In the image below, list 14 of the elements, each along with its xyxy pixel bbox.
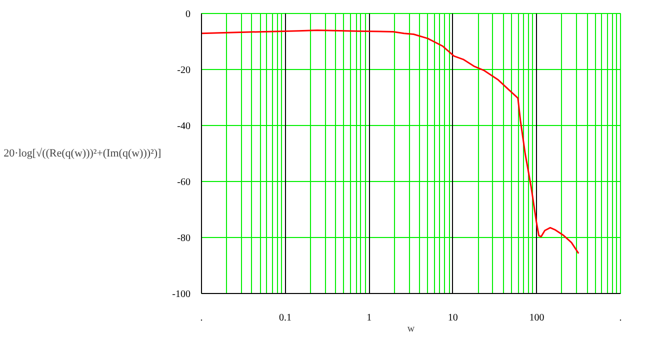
- x-tick-label: .: [200, 312, 203, 324]
- x-tick-label: 10: [448, 312, 458, 324]
- y-tick-label: -20: [177, 65, 191, 76]
- x-tick-label: .: [619, 312, 622, 324]
- y-tick-label: -60: [177, 177, 191, 188]
- y-tick-label: -100: [172, 289, 191, 300]
- y-axis-title: 20·log[√((Re(q(w)))²+(Im(q(w)))²)]: [4, 148, 162, 160]
- x-tick-label: 100: [529, 312, 544, 324]
- x-tick-label: 1: [366, 312, 372, 324]
- y-tick-label: -40: [177, 121, 191, 132]
- y-tick-label: 0: [186, 9, 190, 20]
- x-axis-title: w: [407, 324, 416, 334]
- x-tick-label: 0.1: [279, 312, 292, 324]
- y-tick-label: -80: [177, 233, 191, 244]
